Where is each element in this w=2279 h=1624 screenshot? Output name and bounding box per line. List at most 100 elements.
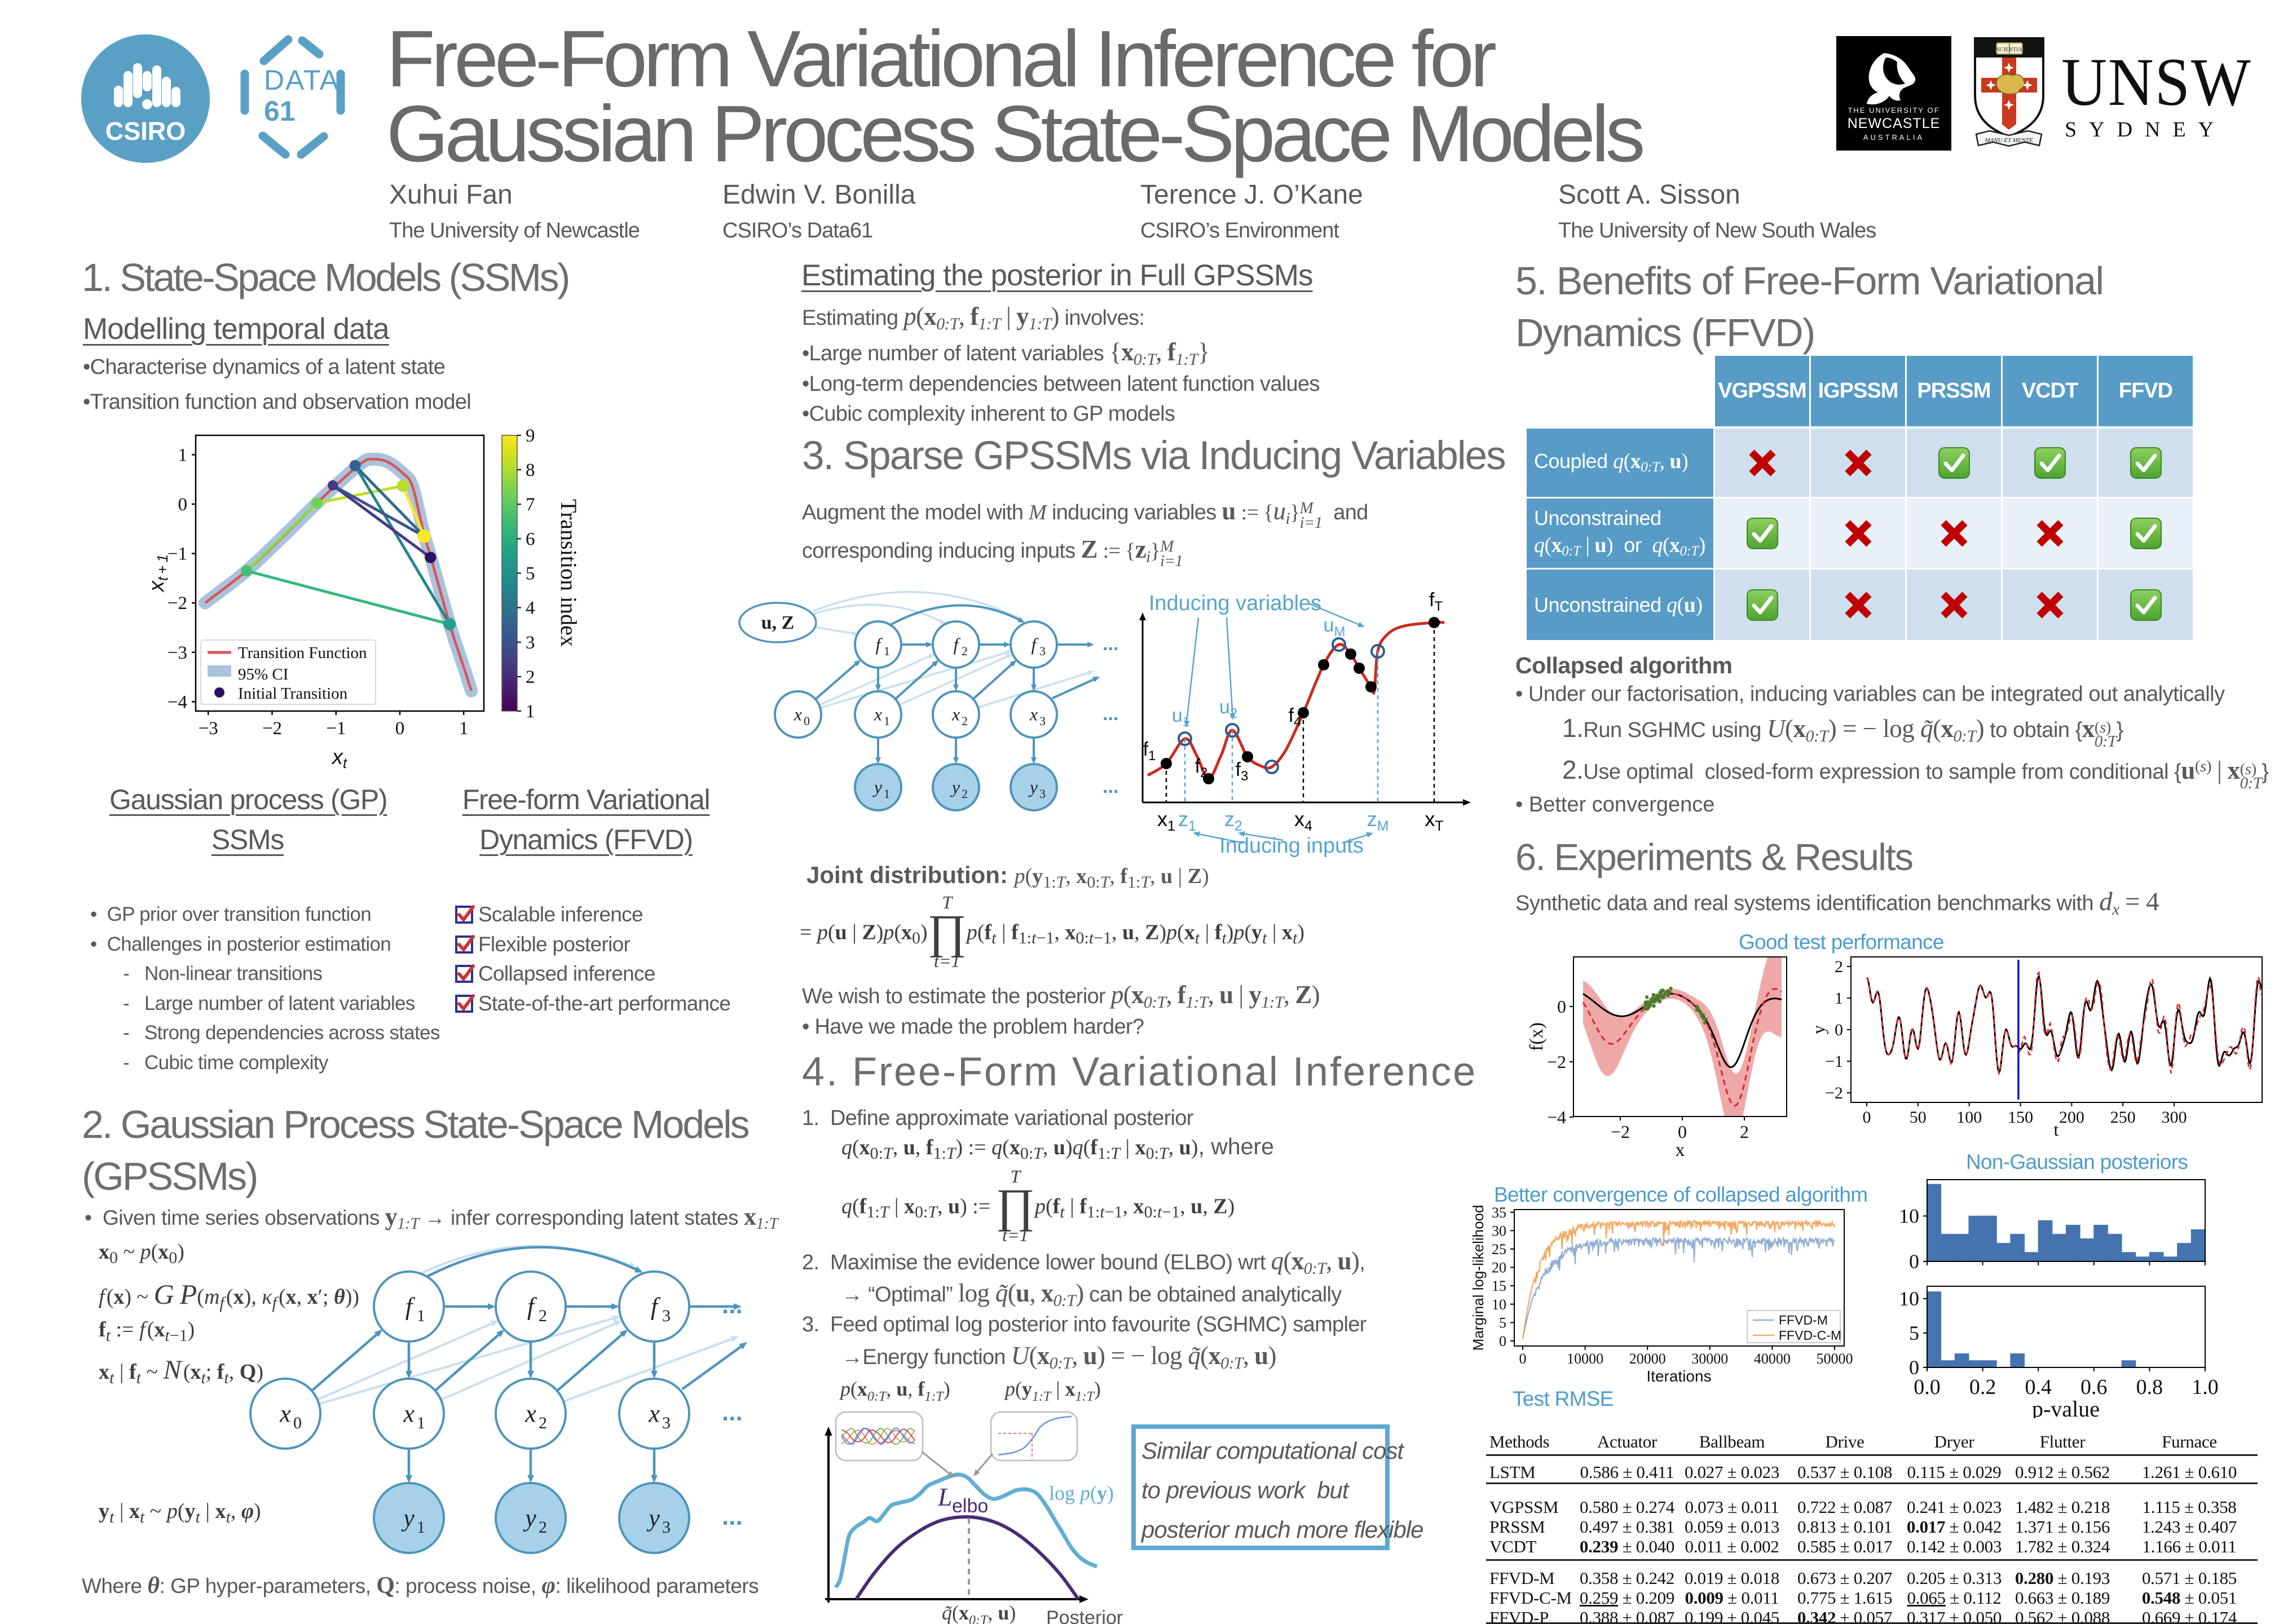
svg-text:1: 1	[417, 1414, 425, 1432]
svg-text:x: x	[524, 1400, 536, 1428]
svg-text:p-value: p-value	[2032, 1396, 2100, 1418]
svg-text:10: 10	[1899, 1287, 1919, 1310]
svg-text:−2: −2	[167, 593, 187, 614]
svg-text:2: 2	[539, 1414, 547, 1432]
svg-text:FFVD-C-M: FFVD-C-M	[1779, 1328, 1841, 1343]
svg-text:p(y1:T | x1:T): p(y1:T | x1:T)	[1003, 1378, 1101, 1404]
svg-text:0.2: 0.2	[1969, 1375, 1996, 1399]
svg-text:0: 0	[1519, 1351, 1527, 1367]
svg-text:0: 0	[1909, 1250, 1919, 1273]
svg-text:1: 1	[884, 787, 890, 801]
svg-text:f1: f1	[1143, 739, 1156, 764]
svg-text:Initial Transition: Initial Transition	[238, 685, 348, 703]
svg-text:300: 300	[2162, 1108, 2187, 1127]
svg-text:35: 35	[1492, 1204, 1506, 1221]
svg-text:2: 2	[962, 787, 968, 801]
svg-text:100: 100	[1956, 1108, 1982, 1127]
svg-text:1: 1	[178, 445, 188, 465]
svg-text:−2: −2	[1611, 1122, 1630, 1142]
svg-text:0: 0	[395, 718, 405, 739]
svg-text:Transition index: Transition index	[556, 499, 581, 647]
svg-text:f(x): f(x)	[1526, 1022, 1547, 1051]
svg-text:...: ...	[722, 1398, 743, 1426]
svg-text:x: x	[1029, 704, 1038, 725]
svg-text:1: 1	[417, 1518, 425, 1537]
svg-text:5: 5	[1499, 1314, 1506, 1331]
svg-text:0: 0	[1863, 1108, 1871, 1127]
svg-text:250: 250	[2110, 1108, 2136, 1127]
svg-text:DATA: DATA	[264, 64, 340, 96]
svg-text:−3: −3	[199, 718, 218, 739]
svg-text:−1: −1	[167, 544, 187, 564]
svg-text:3: 3	[662, 1414, 671, 1432]
svg-text:f3: f3	[1236, 759, 1249, 784]
svg-text:20000: 20000	[1629, 1351, 1666, 1367]
svg-text:2: 2	[539, 1307, 547, 1325]
svg-text:−3: −3	[167, 643, 187, 663]
svg-text:40000: 40000	[1754, 1351, 1791, 1367]
svg-text:−1: −1	[1825, 1052, 1843, 1071]
svg-text:1: 1	[884, 644, 890, 658]
svg-text:9: 9	[526, 426, 535, 446]
svg-text:−4: −4	[1547, 1107, 1566, 1127]
svg-text:xt + 1: xt + 1	[145, 554, 171, 593]
svg-text:4: 4	[526, 598, 535, 619]
svg-text:CSIRO: CSIRO	[105, 117, 186, 145]
svg-text:−2: −2	[262, 718, 282, 739]
svg-text:61: 61	[264, 95, 296, 127]
svg-text:0.8: 0.8	[2136, 1375, 2163, 1399]
svg-text:5: 5	[526, 564, 535, 584]
svg-text:y: y	[523, 1504, 536, 1532]
svg-text:x: x	[1676, 1140, 1685, 1160]
svg-text:0: 0	[1557, 996, 1566, 1017]
svg-text:200: 200	[2059, 1108, 2084, 1127]
svg-text:1: 1	[884, 714, 890, 728]
svg-text:Posterior: Posterior	[1046, 1607, 1123, 1624]
svg-text:MANU ET MENTE: MANU ET MENTE	[1984, 137, 2033, 144]
svg-text:z1: z1	[1178, 807, 1196, 834]
svg-text:2: 2	[962, 714, 968, 728]
svg-text:SCIENTIA: SCIENTIA	[1996, 47, 2022, 53]
svg-text:3: 3	[1039, 644, 1046, 658]
svg-text:1: 1	[526, 701, 535, 722]
svg-text:0: 0	[1499, 1333, 1506, 1349]
svg-text:AUSTRALIA: AUSTRALIA	[1863, 133, 1924, 142]
svg-text:y: y	[1808, 1025, 1828, 1034]
svg-text:50: 50	[1910, 1108, 1927, 1127]
svg-text:15: 15	[1492, 1278, 1506, 1294]
svg-text:1: 1	[459, 718, 469, 739]
svg-text:Inducing inputs: Inducing inputs	[1219, 834, 1364, 858]
svg-text:2: 2	[1835, 957, 1843, 976]
svg-text:3: 3	[662, 1518, 671, 1537]
svg-text:2: 2	[1740, 1122, 1749, 1142]
svg-text:10: 10	[1899, 1204, 1919, 1227]
svg-text:x: x	[279, 1400, 291, 1428]
svg-text:0.0: 0.0	[1914, 1375, 1941, 1399]
svg-text:x: x	[648, 1400, 660, 1428]
svg-text:0: 0	[1678, 1122, 1687, 1142]
svg-text:6: 6	[526, 529, 535, 549]
svg-text:elbo: elbo	[952, 1495, 988, 1517]
svg-text:fT: fT	[1429, 589, 1443, 614]
svg-text:...: ...	[1103, 776, 1118, 797]
svg-text:x: x	[794, 704, 802, 725]
svg-text:1.0: 1.0	[2192, 1375, 2219, 1399]
svg-text:2: 2	[539, 1518, 547, 1537]
svg-text:0: 0	[178, 495, 188, 515]
svg-text:30: 30	[1492, 1223, 1506, 1239]
svg-text:Transition Function: Transition Function	[238, 644, 367, 662]
svg-text:1: 1	[1835, 989, 1843, 1008]
svg-text:7: 7	[526, 495, 535, 515]
svg-text:xT: xT	[1425, 807, 1443, 834]
svg-text:Inducing variables: Inducing variables	[1149, 592, 1321, 615]
svg-text:x4: x4	[1294, 807, 1312, 834]
svg-text:3: 3	[526, 633, 535, 653]
svg-text:30000: 30000	[1691, 1351, 1728, 1367]
svg-text:2: 2	[526, 667, 535, 687]
svg-text:zM: zM	[1367, 807, 1389, 834]
svg-text:0: 0	[293, 1414, 302, 1432]
svg-text:f2: f2	[1195, 756, 1208, 780]
svg-text:150: 150	[2008, 1108, 2033, 1127]
svg-text:...: ...	[722, 1291, 743, 1319]
svg-text:t: t	[2054, 1119, 2059, 1140]
